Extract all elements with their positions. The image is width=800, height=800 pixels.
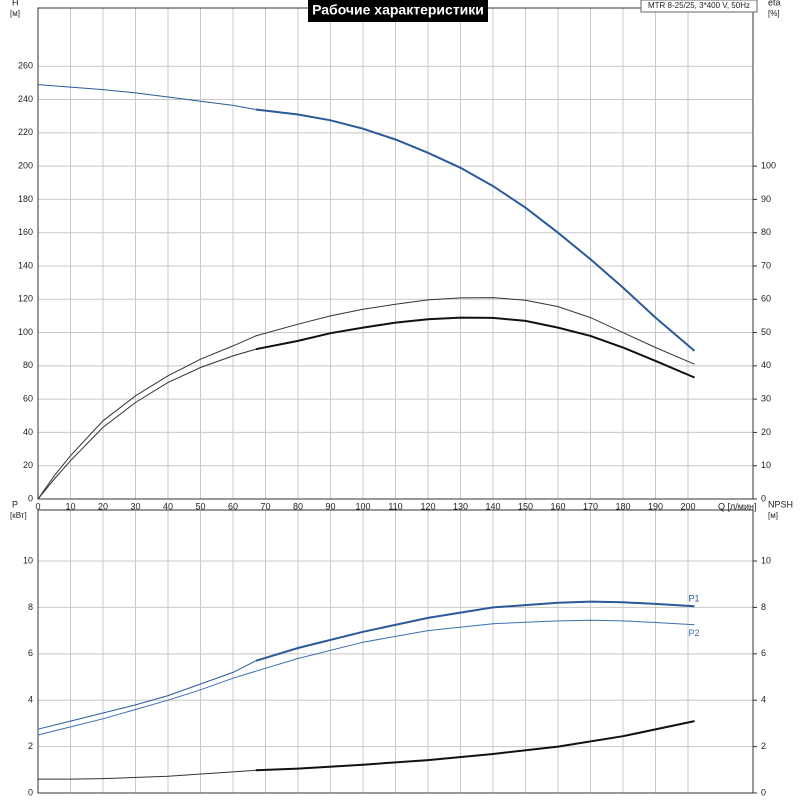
y2-tick-label: 40 bbox=[761, 360, 771, 370]
model-label: MTR 8-25/25, 3*400 V, 50Hz bbox=[648, 1, 750, 10]
y-tick-label: 0 bbox=[28, 493, 33, 503]
y-tick-label: 10 bbox=[23, 555, 33, 565]
y-tick-label: 2 bbox=[28, 741, 33, 751]
y2-tick-label: 6 bbox=[761, 648, 766, 658]
curve bbox=[37, 84, 256, 110]
y-tick-label: 100 bbox=[18, 327, 33, 337]
y-tick-label: 160 bbox=[18, 227, 33, 237]
y2-tick-label: 0 bbox=[761, 787, 766, 797]
y2-tick-label: 70 bbox=[761, 260, 771, 270]
y2-axis-unit: [%] bbox=[768, 9, 780, 18]
y2-tick-label: 50 bbox=[761, 327, 771, 337]
x-tick-label: 170 bbox=[583, 501, 598, 511]
chart-title: Рабочие характеристики bbox=[312, 2, 484, 18]
y-tick-label: 80 bbox=[23, 360, 33, 370]
model-box bbox=[640, 0, 758, 13]
curve bbox=[37, 348, 256, 500]
x-tick-label: 20 bbox=[98, 501, 108, 511]
x-tick-label: 110 bbox=[388, 501, 402, 511]
x-tick-label: 160 bbox=[550, 501, 565, 511]
x-tick-label: 90 bbox=[325, 501, 335, 511]
x-tick-label: 200 bbox=[680, 501, 695, 511]
y-tick-label: 0 bbox=[28, 787, 33, 797]
curve bbox=[255, 720, 695, 772]
y2-tick-label: 8 bbox=[761, 602, 766, 612]
y2-tick-label: 90 bbox=[761, 194, 771, 204]
y-tick-label: 6 bbox=[28, 648, 33, 658]
y2-tick-label: 100 bbox=[761, 160, 776, 170]
y-tick-label: 260 bbox=[18, 61, 33, 71]
x-tick-label: 140 bbox=[485, 501, 500, 511]
y-tick-label: 40 bbox=[23, 427, 33, 437]
x-tick-label: 0 bbox=[35, 501, 40, 511]
x-tick-label: 150 bbox=[518, 501, 533, 511]
y-axis-unit: [кВт] bbox=[10, 511, 27, 520]
y-tick-label: 240 bbox=[18, 94, 33, 104]
curve bbox=[37, 297, 695, 500]
title-box bbox=[308, 0, 488, 22]
y2-tick-label: 80 bbox=[761, 227, 771, 237]
curve bbox=[37, 619, 695, 736]
curve-label: P1 bbox=[689, 594, 700, 604]
x-tick-label: 50 bbox=[195, 501, 205, 511]
x-tick-label: 60 bbox=[228, 501, 238, 511]
y2-tick-label: 20 bbox=[761, 427, 771, 437]
y2-axis-label: NPSH bbox=[768, 499, 793, 509]
y-tick-label: 220 bbox=[18, 127, 33, 137]
x-tick-label: 180 bbox=[615, 501, 630, 511]
x-tick-label: 70 bbox=[260, 501, 270, 511]
y2-tick-label: 4 bbox=[761, 695, 766, 705]
x-tick-label: 30 bbox=[130, 501, 140, 511]
y-tick-label: 8 bbox=[28, 602, 33, 612]
y-tick-label: 4 bbox=[28, 695, 33, 705]
y-tick-label: 200 bbox=[18, 160, 33, 170]
x-tick-label: 80 bbox=[293, 501, 303, 511]
y2-tick-label: 60 bbox=[761, 294, 771, 304]
y-axis-label: P bbox=[12, 499, 18, 509]
y2-tick-label: 2 bbox=[761, 741, 766, 751]
x-tick-label: 130 bbox=[453, 501, 468, 511]
y-tick-label: 180 bbox=[18, 194, 33, 204]
y-tick-label: 140 bbox=[18, 260, 33, 270]
y2-tick-label: 10 bbox=[761, 555, 771, 565]
x-tick-label: 10 bbox=[65, 501, 75, 511]
curve bbox=[37, 660, 257, 730]
x-tick-label: 190 bbox=[648, 501, 663, 511]
curve-label: P2 bbox=[689, 628, 700, 638]
y-axis-unit: [м] bbox=[10, 9, 20, 18]
x-tick-label: 120 bbox=[420, 501, 435, 511]
x-axis-label: Q [л/мин] bbox=[718, 501, 756, 511]
curve bbox=[38, 769, 256, 780]
curve bbox=[255, 600, 695, 662]
curve bbox=[255, 316, 695, 379]
x-tick-label: 100 bbox=[355, 501, 370, 511]
y2-axis-label: eta bbox=[768, 0, 781, 7]
y2-axis-unit: [м] bbox=[768, 511, 778, 520]
curve bbox=[255, 108, 696, 352]
y2-tick-label: 0 bbox=[761, 493, 766, 503]
y2-tick-label: 10 bbox=[761, 460, 771, 470]
y-tick-label: 120 bbox=[18, 294, 33, 304]
x-tick-label: 40 bbox=[163, 501, 173, 511]
y-tick-label: 20 bbox=[23, 460, 33, 470]
plot-frame bbox=[37, 509, 754, 794]
y-axis-label: H bbox=[12, 0, 19, 7]
y2-tick-label: 30 bbox=[761, 394, 771, 404]
y-tick-label: 60 bbox=[23, 394, 33, 404]
